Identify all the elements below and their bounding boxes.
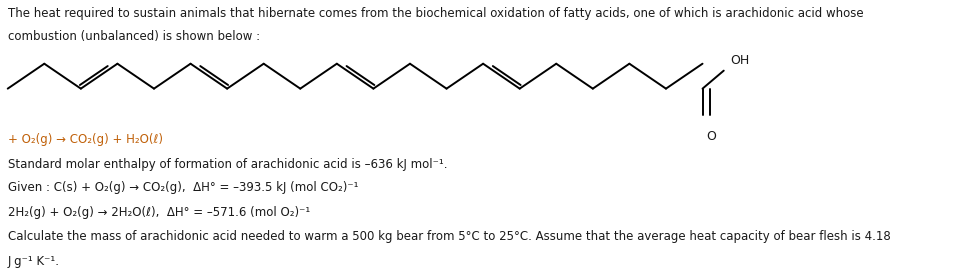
Text: The heat required to sustain animals that hibernate comes from the biochemical o: The heat required to sustain animals tha…: [8, 7, 864, 20]
Text: combustion (unbalanced) is shown below :: combustion (unbalanced) is shown below :: [8, 30, 260, 43]
Text: OH: OH: [731, 55, 750, 67]
Text: + O₂(g) → CO₂(g) + H₂O(ℓ): + O₂(g) → CO₂(g) + H₂O(ℓ): [8, 133, 163, 146]
Text: Calculate the mass of arachidonic acid needed to warm a 500 kg bear from 5°C to : Calculate the mass of arachidonic acid n…: [8, 230, 891, 243]
Text: Standard molar enthalpy of formation of arachidonic acid is –636 kJ mol⁻¹.: Standard molar enthalpy of formation of …: [8, 158, 447, 171]
Text: 2H₂(g) + O₂(g) → 2H₂O(ℓ),  ΔH° = –571.6 (mol O₂)⁻¹: 2H₂(g) + O₂(g) → 2H₂O(ℓ), ΔH° = –571.6 (…: [8, 206, 310, 219]
Text: Given : C(s) + O₂(g) → CO₂(g),  ΔH° = –393.5 kJ (mol CO₂)⁻¹: Given : C(s) + O₂(g) → CO₂(g), ΔH° = –39…: [8, 181, 358, 194]
Text: J g⁻¹ K⁻¹.: J g⁻¹ K⁻¹.: [8, 255, 60, 268]
Text: O: O: [706, 130, 716, 143]
